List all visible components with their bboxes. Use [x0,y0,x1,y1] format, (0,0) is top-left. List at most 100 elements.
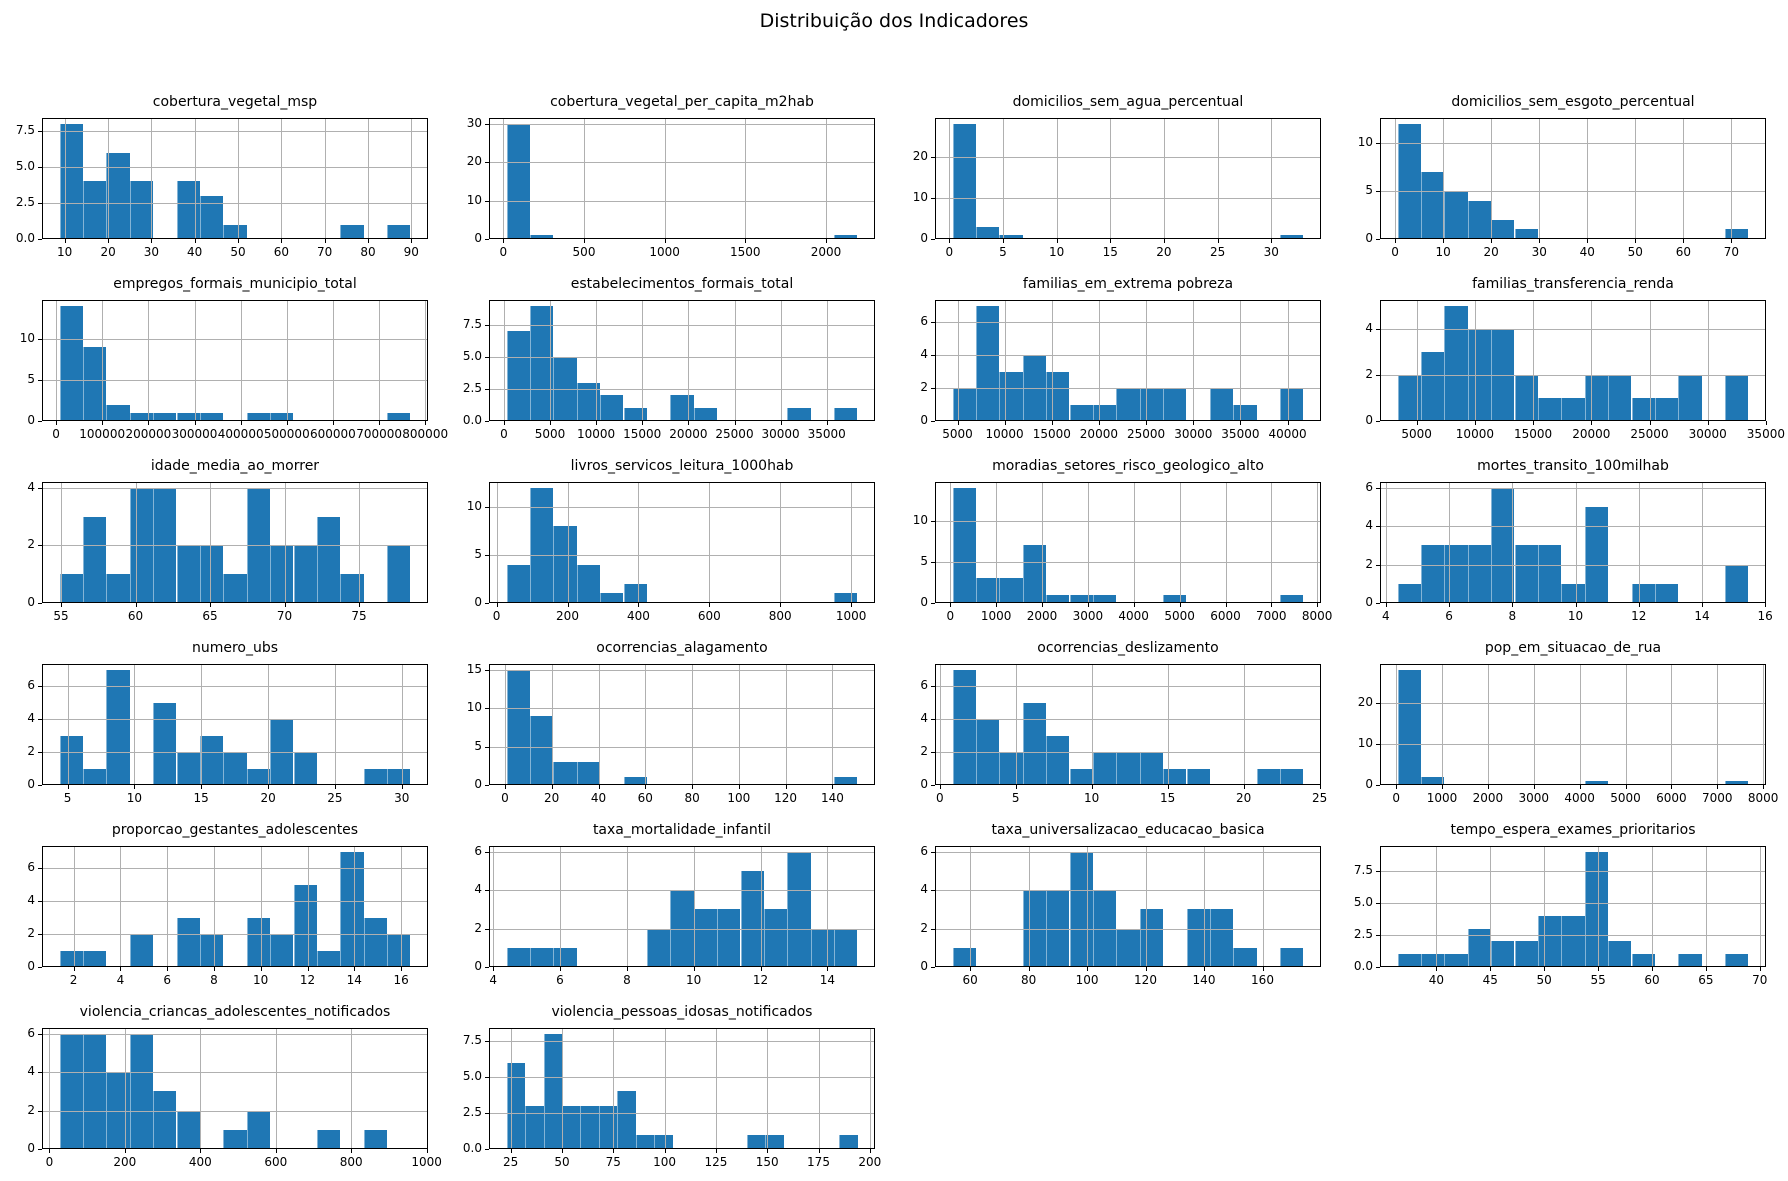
x-tick-label: 0 [500,427,508,441]
y-axis-tick [931,752,935,754]
x-tick-label: 20 [1235,791,1252,805]
x-tick-label: 8000 [1747,791,1779,805]
histogram-bar [1116,388,1140,421]
plot-clip [42,118,428,239]
y-axis-tick [1376,702,1380,704]
histogram-bar [1561,915,1585,967]
histogram-bar [106,1072,130,1149]
y-tick-label: 10 [466,700,482,715]
x-tick-label: 3000 [1072,609,1104,623]
histogram-bar [293,752,317,785]
plot-area [489,664,875,785]
y-tick-label: 10 [466,499,482,513]
gridline-vertical [238,118,239,239]
gridline-vertical [1765,482,1766,603]
subplot-estabelecimentos_formais_total: estabelecimentos_formais_total 0 5000 10000… [447,264,894,446]
subplot-title: domicilios_sem_agua_percentual [1012,94,1244,110]
histogram-bar [529,715,554,785]
x-tick-label: 25 [327,791,343,805]
gridline-vertical [996,482,998,603]
histogram-bar [129,1033,154,1149]
y-axis-tick [485,200,489,202]
y-axis-tick [931,520,935,522]
x-tick-label: 25000 [1630,427,1669,441]
x-axis-tick [1319,785,1321,789]
x-axis-tick [1705,967,1707,971]
x-axis-tick [210,603,211,607]
x-tick-label: 55 [53,609,69,623]
x-tick-label: 800 [339,1155,363,1169]
histogram-bar [999,234,1023,239]
x-tick-label: 6 [556,973,564,987]
y-tick-label: 20 [466,154,482,169]
y-axis-tick [38,868,42,870]
histogram-bar [576,382,601,421]
gridline-horizontal [935,561,1321,563]
histogram-bar [1467,928,1492,967]
gridline-vertical [61,482,62,603]
x-tick-label: 14 [346,973,362,987]
y-tick-label: 5 [27,371,35,386]
histogram-bar [834,408,858,421]
gridline-vertical [1491,118,1493,239]
x-tick-label: 175 [807,1155,830,1169]
histogram-bar [999,578,1023,603]
y-tick-label: 0 [920,777,928,791]
gridline-vertical [1512,482,1514,603]
x-axis-tick [1287,421,1289,425]
x-axis-tick [1145,967,1147,971]
gridline-vertical [1649,300,1651,421]
y-axis-tick [38,545,42,547]
x-tick-label: 14 [819,973,836,987]
y-tick-label: 4 [27,479,35,494]
plot-area [1380,664,1766,785]
histogram-bar [59,735,83,785]
y-axis-tick [38,686,42,688]
x-tick-label: 5 [999,245,1007,259]
gridline-horizontal [1380,487,1766,489]
x-axis-tick [1539,239,1541,243]
x-axis-tick [709,603,711,607]
x-axis-tick [1204,967,1205,971]
x-axis-tick [734,421,736,425]
histogram-bar [1069,851,1093,967]
y-tick-label: 6 [1365,479,1373,494]
subplot-title: proporcao_gestantes_adolescentes [111,822,359,838]
y-tick-label: 5.0 [1353,895,1373,909]
histogram-bar [834,928,858,967]
x-axis-tick [1225,603,1227,607]
x-axis-tick [567,603,569,607]
gridline-horizontal [1380,564,1766,566]
x-tick-label: 12 [1631,609,1647,623]
y-tick-label: 2 [920,380,928,395]
histogram-bar [176,412,200,421]
plot-clip [935,664,1321,785]
x-axis-tick [584,239,585,243]
gridline-vertical [1145,846,1147,967]
x-axis-tick [1262,967,1264,971]
gridline-vertical [1598,846,1600,967]
histogram-bar [975,719,1000,785]
histogram-bar [1092,752,1117,785]
gridline-vertical [324,118,326,239]
histogram-bar [553,762,577,785]
x-axis-tick [240,421,242,425]
gridline-vertical [1087,482,1089,603]
gridline-vertical [284,482,286,603]
gridline-vertical [780,482,782,603]
histogram-bar [623,583,647,603]
y-tick-label: 0 [1365,231,1373,245]
x-tick-label: 20000 [1572,427,1611,441]
x-tick-label: 5000 [534,427,566,441]
gridline-vertical [1271,118,1273,239]
plot-clip [935,482,1321,603]
y-tick-label: 2 [27,1102,35,1117]
histogram-bar [1186,909,1210,967]
gridline-horizontal [489,555,875,556]
gridline-vertical [194,118,196,239]
histogram-bar [1397,583,1421,603]
histogram-bar [316,1129,341,1149]
y-tick-label: 5.0 [462,1069,482,1083]
histogram-bar [787,851,811,967]
gridline-vertical [1133,482,1135,603]
